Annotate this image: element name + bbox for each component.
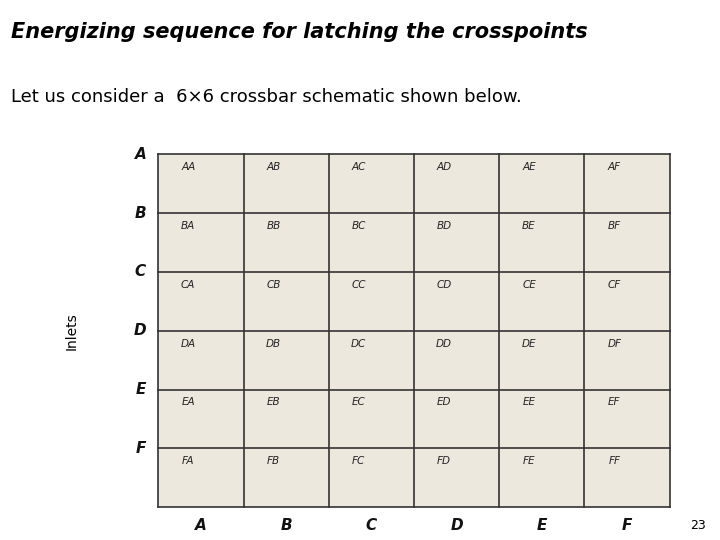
Text: EB: EB [266, 397, 280, 408]
Text: CD: CD [436, 280, 451, 290]
Text: CC: CC [351, 280, 366, 290]
Text: ED: ED [436, 397, 451, 408]
Text: EC: EC [352, 397, 366, 408]
Text: DB: DB [266, 339, 281, 349]
Text: Let us consider a  6×6 crossbar schematic shown below.: Let us consider a 6×6 crossbar schematic… [11, 88, 521, 106]
Text: FD: FD [437, 456, 451, 466]
Text: EA: EA [181, 397, 195, 408]
Text: B: B [135, 206, 146, 220]
Text: BB: BB [266, 221, 281, 231]
Text: D: D [134, 323, 147, 338]
Text: AE: AE [522, 162, 536, 172]
Text: AF: AF [608, 162, 621, 172]
Text: FA: FA [182, 456, 194, 466]
Text: AB: AB [266, 162, 281, 172]
Text: E: E [135, 382, 145, 397]
Text: DD: DD [436, 339, 452, 349]
Text: DA: DA [181, 339, 196, 349]
Text: FE: FE [523, 456, 535, 466]
Text: FC: FC [352, 456, 365, 466]
Text: C: C [366, 518, 377, 533]
Text: EE: EE [523, 397, 536, 408]
Text: FF: FF [608, 456, 620, 466]
Text: BA: BA [181, 221, 195, 231]
Text: BC: BC [351, 221, 366, 231]
Text: A: A [195, 518, 207, 533]
Text: CB: CB [266, 280, 281, 290]
Text: AC: AC [351, 162, 366, 172]
Text: CE: CE [522, 280, 536, 290]
Text: DC: DC [351, 339, 366, 349]
Text: DF: DF [607, 339, 621, 349]
Text: Inlets: Inlets [65, 312, 79, 349]
Text: DE: DE [522, 339, 536, 349]
Text: FB: FB [267, 456, 280, 466]
Text: C: C [135, 265, 146, 279]
Text: BD: BD [436, 221, 451, 231]
Text: F: F [135, 441, 145, 456]
Text: B: B [280, 518, 292, 533]
Text: Energizing sequence for latching the crosspoints: Energizing sequence for latching the cro… [11, 22, 588, 43]
Text: A: A [135, 147, 146, 161]
Text: AA: AA [181, 162, 195, 172]
Text: E: E [536, 518, 547, 533]
Text: BE: BE [522, 221, 536, 231]
Bar [158, 154, 670, 507]
Text: CF: CF [608, 280, 621, 290]
Text: AD: AD [436, 162, 451, 172]
Text: BF: BF [608, 221, 621, 231]
Text: D: D [450, 518, 463, 533]
Text: F: F [622, 518, 632, 533]
Text: 23: 23 [690, 519, 706, 532]
Text: CA: CA [181, 280, 195, 290]
Text: EF: EF [608, 397, 621, 408]
